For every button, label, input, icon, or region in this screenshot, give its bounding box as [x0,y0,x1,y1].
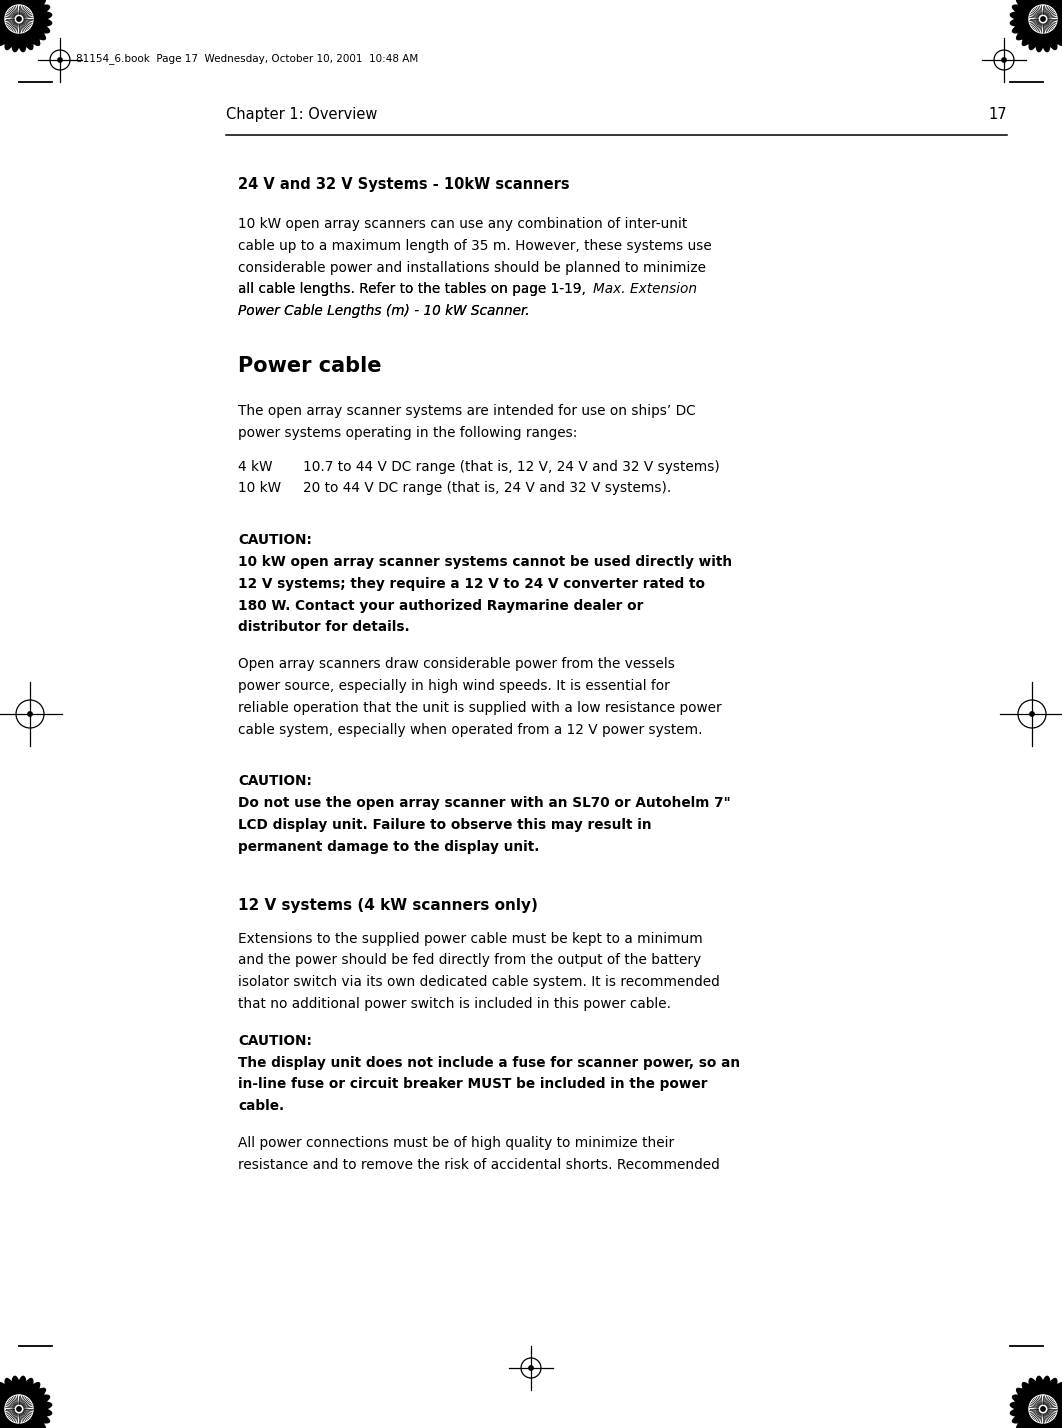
Text: reliable operation that the unit is supplied with a low resistance power: reliable operation that the unit is supp… [238,701,721,715]
Polygon shape [1010,0,1062,51]
Circle shape [1041,1407,1045,1411]
Circle shape [1001,57,1006,63]
Text: CAUTION:: CAUTION: [238,1034,312,1048]
Text: Power Cable Lengths (m) - 10 kW Scanner.: Power Cable Lengths (m) - 10 kW Scanner. [238,304,530,318]
Text: Extensions to the supplied power cable must be kept to a minimum: Extensions to the supplied power cable m… [238,931,703,945]
Circle shape [17,17,21,21]
Text: Power Cable Lengths (m) - 10 kW Scanner.: Power Cable Lengths (m) - 10 kW Scanner. [238,304,530,318]
Text: The open array scanner systems are intended for use on ships’ DC: The open array scanner systems are inten… [238,404,696,418]
Circle shape [5,1395,33,1424]
Circle shape [1029,1395,1057,1424]
Text: 24 V and 32 V Systems - 10kW scanners: 24 V and 32 V Systems - 10kW scanners [238,177,569,191]
Circle shape [28,711,32,717]
Text: power source, especially in high wind speeds. It is essential for: power source, especially in high wind sp… [238,678,670,693]
Text: 12 V systems (4 kW scanners only): 12 V systems (4 kW scanners only) [238,898,537,912]
Circle shape [1029,4,1057,33]
Text: 81154_6.book  Page 17  Wednesday, October 10, 2001  10:48 AM: 81154_6.book Page 17 Wednesday, October … [76,53,418,64]
Polygon shape [0,1377,52,1428]
Text: distributor for details.: distributor for details. [238,620,410,634]
Text: CAUTION:: CAUTION: [238,533,312,547]
Text: 180 W. Contact your authorized Raymarine dealer or: 180 W. Contact your authorized Raymarine… [238,598,644,613]
Circle shape [5,4,33,33]
Text: The display unit does not include a fuse for scanner power, so an: The display unit does not include a fuse… [238,1055,740,1070]
Circle shape [57,57,63,63]
Text: that no additional power switch is included in this power cable.: that no additional power switch is inclu… [238,997,671,1011]
Text: Chapter 1: Overview: Chapter 1: Overview [226,107,377,121]
Text: 10 kW open array scanner systems cannot be used directly with: 10 kW open array scanner systems cannot … [238,555,732,568]
Polygon shape [1010,1377,1062,1428]
Text: cable up to a maximum length of 35 m. However, these systems use: cable up to a maximum length of 35 m. Ho… [238,238,712,253]
Text: power systems operating in the following ranges:: power systems operating in the following… [238,426,578,440]
Text: LCD display unit. Failure to observe this may result in: LCD display unit. Failure to observe thi… [238,818,652,833]
Text: 10 kW open array scanners can use any combination of inter-unit: 10 kW open array scanners can use any co… [238,217,687,231]
Text: Open array scanners draw considerable power from the vessels: Open array scanners draw considerable po… [238,657,674,671]
Text: Power cable: Power cable [238,356,381,376]
Text: isolator switch via its own dedicated cable system. It is recommended: isolator switch via its own dedicated ca… [238,975,720,990]
Text: 10 kW     20 to 44 V DC range (that is, 24 V and 32 V systems).: 10 kW 20 to 44 V DC range (that is, 24 V… [238,481,671,496]
Text: 4 kW       10.7 to 44 V DC range (that is, 12 V, 24 V and 32 V systems): 4 kW 10.7 to 44 V DC range (that is, 12 … [238,460,720,474]
Circle shape [529,1365,533,1371]
Text: Max. Extension: Max. Extension [593,283,697,297]
Circle shape [17,1407,21,1411]
Text: considerable power and installations should be planned to minimize: considerable power and installations sho… [238,260,706,274]
Text: All power connections must be of high quality to minimize their: All power connections must be of high qu… [238,1137,674,1150]
Text: permanent damage to the display unit.: permanent damage to the display unit. [238,840,539,854]
Text: 12 V systems; they require a 12 V to 24 V converter rated to: 12 V systems; they require a 12 V to 24 … [238,577,705,591]
Text: and the power should be fed directly from the output of the battery: and the power should be fed directly fro… [238,954,701,967]
Text: in-line fuse or circuit breaker MUST be included in the power: in-line fuse or circuit breaker MUST be … [238,1077,707,1091]
Text: CAUTION:: CAUTION: [238,774,312,788]
Text: resistance and to remove the risk of accidental shorts. Recommended: resistance and to remove the risk of acc… [238,1158,720,1172]
Text: cable.: cable. [238,1100,285,1114]
Text: cable system, especially when operated from a 12 V power system.: cable system, especially when operated f… [238,723,702,737]
Polygon shape [0,0,52,51]
Text: Do not use the open array scanner with an SL70 or Autohelm 7": Do not use the open array scanner with a… [238,797,731,810]
Circle shape [1030,711,1034,717]
Text: all cable lengths. Refer to the tables on page 1-19,: all cable lengths. Refer to the tables o… [238,283,590,297]
Circle shape [1041,17,1045,21]
Text: all cable lengths. Refer to the tables on page 1-19,: all cable lengths. Refer to the tables o… [238,283,588,297]
Text: 17: 17 [989,107,1007,121]
